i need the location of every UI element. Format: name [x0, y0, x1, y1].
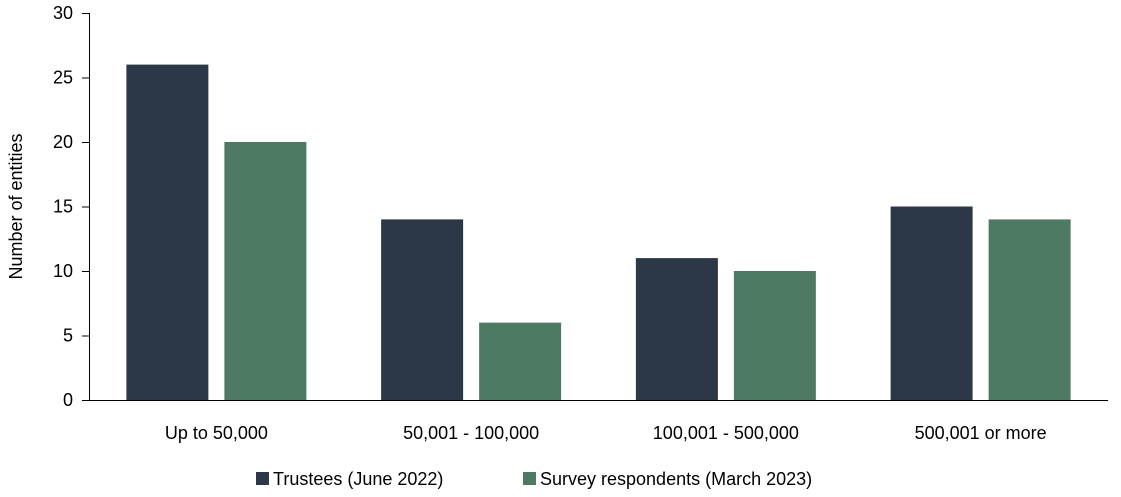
x-tick-label: 100,001 - 500,000	[653, 423, 799, 443]
legend-swatch	[256, 472, 269, 485]
y-tick-label: 25	[53, 68, 73, 88]
bar-trustees	[381, 219, 464, 400]
legend-label: Trustees (June 2022)	[273, 469, 443, 489]
bar-trustees	[635, 258, 718, 400]
bar-trustees	[890, 206, 973, 400]
y-tick-label: 20	[53, 132, 73, 152]
y-axis-label: Number of entities	[6, 133, 26, 279]
legend-swatch	[523, 472, 536, 485]
bar-survey-respondents	[479, 322, 562, 400]
bar-trustees	[126, 64, 209, 400]
x-tick-label: 50,001 - 100,000	[403, 423, 539, 443]
y-tick-label: 10	[53, 261, 73, 281]
axes-group	[89, 13, 1108, 401]
x-tick-label: Up to 50,000	[165, 423, 268, 443]
bars-group	[126, 64, 1071, 400]
x-tick-label: 500,001 or more	[915, 423, 1047, 443]
x-ticks-group: Up to 50,000 50,001 - 100,000 100,001 - 50…	[165, 423, 1047, 443]
y-ticks-group: 0 5 10 15 20 25 30	[53, 3, 89, 410]
y-tick-label: 0	[63, 390, 73, 410]
bar-survey-respondents	[988, 219, 1071, 400]
bar-survey-respondents	[224, 142, 307, 400]
legend-label: Survey respondents (March 2023)	[540, 469, 812, 489]
y-tick-label: 5	[63, 326, 73, 346]
bar-survey-respondents	[733, 271, 816, 400]
y-tick-label: 30	[53, 3, 73, 23]
y-tick-label: 15	[53, 197, 73, 217]
legend: Trustees (June 2022) Survey respondents (…	[256, 469, 812, 489]
